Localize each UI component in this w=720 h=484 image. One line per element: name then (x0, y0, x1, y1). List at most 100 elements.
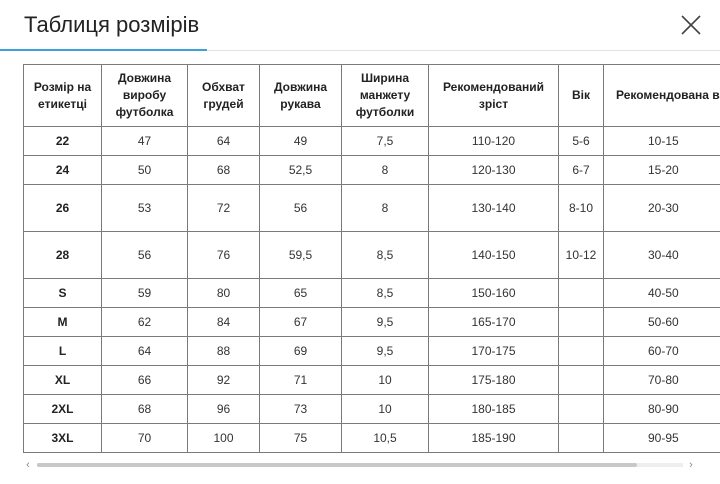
cell-cuff: 10,5 (341, 423, 429, 453)
cell-sleeve: 67 (259, 307, 342, 337)
cell-age: 10-12 (558, 231, 604, 279)
cell-chest: 92 (187, 365, 260, 395)
cell-size: L (23, 336, 102, 366)
modal-title: Таблиця розмірів (24, 12, 200, 37)
cell-weight: 60-70 (603, 336, 720, 366)
cell-weight: 15-20 (603, 155, 720, 185)
cell-length: 66 (101, 365, 188, 395)
cell-size: M (23, 307, 102, 337)
cell-age: 6-7 (558, 155, 604, 185)
header-age: Вік (558, 64, 604, 127)
cell-height: 170-175 (428, 336, 559, 366)
cell-height: 110-120 (428, 126, 559, 156)
cell-length: 50 (101, 155, 188, 185)
table-row: S 59 80 65 8,5 150-160 40-50 (23, 278, 720, 308)
cell-sleeve: 75 (259, 423, 342, 453)
cell-age: 5-6 (558, 126, 604, 156)
cell-cuff: 9,5 (341, 336, 429, 366)
cell-weight: 90-95 (603, 423, 720, 453)
header-length: Довжина виробу футболка (101, 64, 188, 127)
header-row: Розмір на етикетці Довжина виробу футбол… (23, 64, 720, 127)
cell-age (558, 307, 604, 337)
horizontal-scrollbar[interactable]: ‹ › (23, 458, 697, 472)
title-underline (0, 49, 207, 51)
cell-size: 24 (23, 155, 102, 185)
cell-weight: 10-15 (603, 126, 720, 156)
cell-height: 150-160 (428, 278, 559, 308)
modal-header: Таблиця розмірів (0, 0, 720, 51)
table-row: M 62 84 67 9,5 165-170 50-60 (23, 307, 720, 337)
cell-size: 3XL (23, 423, 102, 453)
scroll-track[interactable] (37, 463, 683, 467)
cell-chest: 72 (187, 184, 260, 232)
cell-chest: 84 (187, 307, 260, 337)
close-icon (681, 15, 701, 35)
cell-weight: 70-80 (603, 365, 720, 395)
scroll-left-arrow-icon[interactable]: ‹ (26, 459, 30, 471)
cell-cuff: 9,5 (341, 307, 429, 337)
cell-sleeve: 56 (259, 184, 342, 232)
cell-length: 68 (101, 394, 188, 424)
cell-sleeve: 65 (259, 278, 342, 308)
cell-length: 59 (101, 278, 188, 308)
cell-height: 120-130 (428, 155, 559, 185)
cell-chest: 64 (187, 126, 260, 156)
cell-sleeve: 69 (259, 336, 342, 366)
cell-cuff: 8 (341, 155, 429, 185)
cell-height: 165-170 (428, 307, 559, 337)
table-row: 28 56 76 59,5 8,5 140-150 10-12 30-40 (23, 231, 720, 279)
cell-size: 28 (23, 231, 102, 279)
cell-age (558, 365, 604, 395)
cell-length: 62 (101, 307, 188, 337)
cell-cuff: 8 (341, 184, 429, 232)
cell-sleeve: 71 (259, 365, 342, 395)
cell-age: 8-10 (558, 184, 604, 232)
cell-length: 70 (101, 423, 188, 453)
table-row: XL 66 92 71 10 175-180 70-80 (23, 365, 720, 395)
cell-weight: 30-40 (603, 231, 720, 279)
cell-sleeve: 59,5 (259, 231, 342, 279)
cell-chest: 100 (187, 423, 260, 453)
cell-weight: 40-50 (603, 278, 720, 308)
cell-weight: 20-30 (603, 184, 720, 232)
table-header: Розмір на етикетці Довжина виробу футбол… (23, 64, 720, 127)
cell-height: 185-190 (428, 423, 559, 453)
cell-chest: 80 (187, 278, 260, 308)
cell-cuff: 8,5 (341, 278, 429, 308)
cell-chest: 88 (187, 336, 260, 366)
scroll-thumb[interactable] (37, 463, 637, 467)
cell-chest: 96 (187, 394, 260, 424)
cell-size: XL (23, 365, 102, 395)
cell-chest: 76 (187, 231, 260, 279)
cell-chest: 68 (187, 155, 260, 185)
cell-cuff: 10 (341, 365, 429, 395)
table-row: L 64 88 69 9,5 170-175 60-70 (23, 336, 720, 366)
table-row: 3XL 70 100 75 10,5 185-190 90-95 (23, 423, 720, 453)
header-size: Розмір на етикетці (23, 64, 102, 127)
cell-weight: 50-60 (603, 307, 720, 337)
cell-cuff: 8,5 (341, 231, 429, 279)
cell-length: 64 (101, 336, 188, 366)
table-row: 24 50 68 52,5 8 120-130 6-7 15-20 (23, 155, 720, 185)
cell-cuff: 7,5 (341, 126, 429, 156)
cell-size: S (23, 278, 102, 308)
cell-weight: 80-90 (603, 394, 720, 424)
cell-height: 130-140 (428, 184, 559, 232)
cell-size: 2XL (23, 394, 102, 424)
header-chest: Обхват грудей (187, 64, 260, 127)
cell-cuff: 10 (341, 394, 429, 424)
cell-height: 180-185 (428, 394, 559, 424)
header-cuff: Ширина манжету футболки (341, 64, 429, 127)
cell-length: 53 (101, 184, 188, 232)
cell-age (558, 336, 604, 366)
cell-age (558, 278, 604, 308)
close-button[interactable] (680, 14, 702, 36)
cell-age (558, 423, 604, 453)
cell-height: 140-150 (428, 231, 559, 279)
scroll-right-arrow-icon[interactable]: › (689, 459, 693, 471)
cell-height: 175-180 (428, 365, 559, 395)
table-viewport[interactable]: Розмір на етикетці Довжина виробу футбол… (23, 64, 720, 458)
cell-size: 22 (23, 126, 102, 156)
table-row: 22 47 64 49 7,5 110-120 5-6 10-15 (23, 126, 720, 156)
header-sleeve: Довжина рукава (259, 64, 342, 127)
